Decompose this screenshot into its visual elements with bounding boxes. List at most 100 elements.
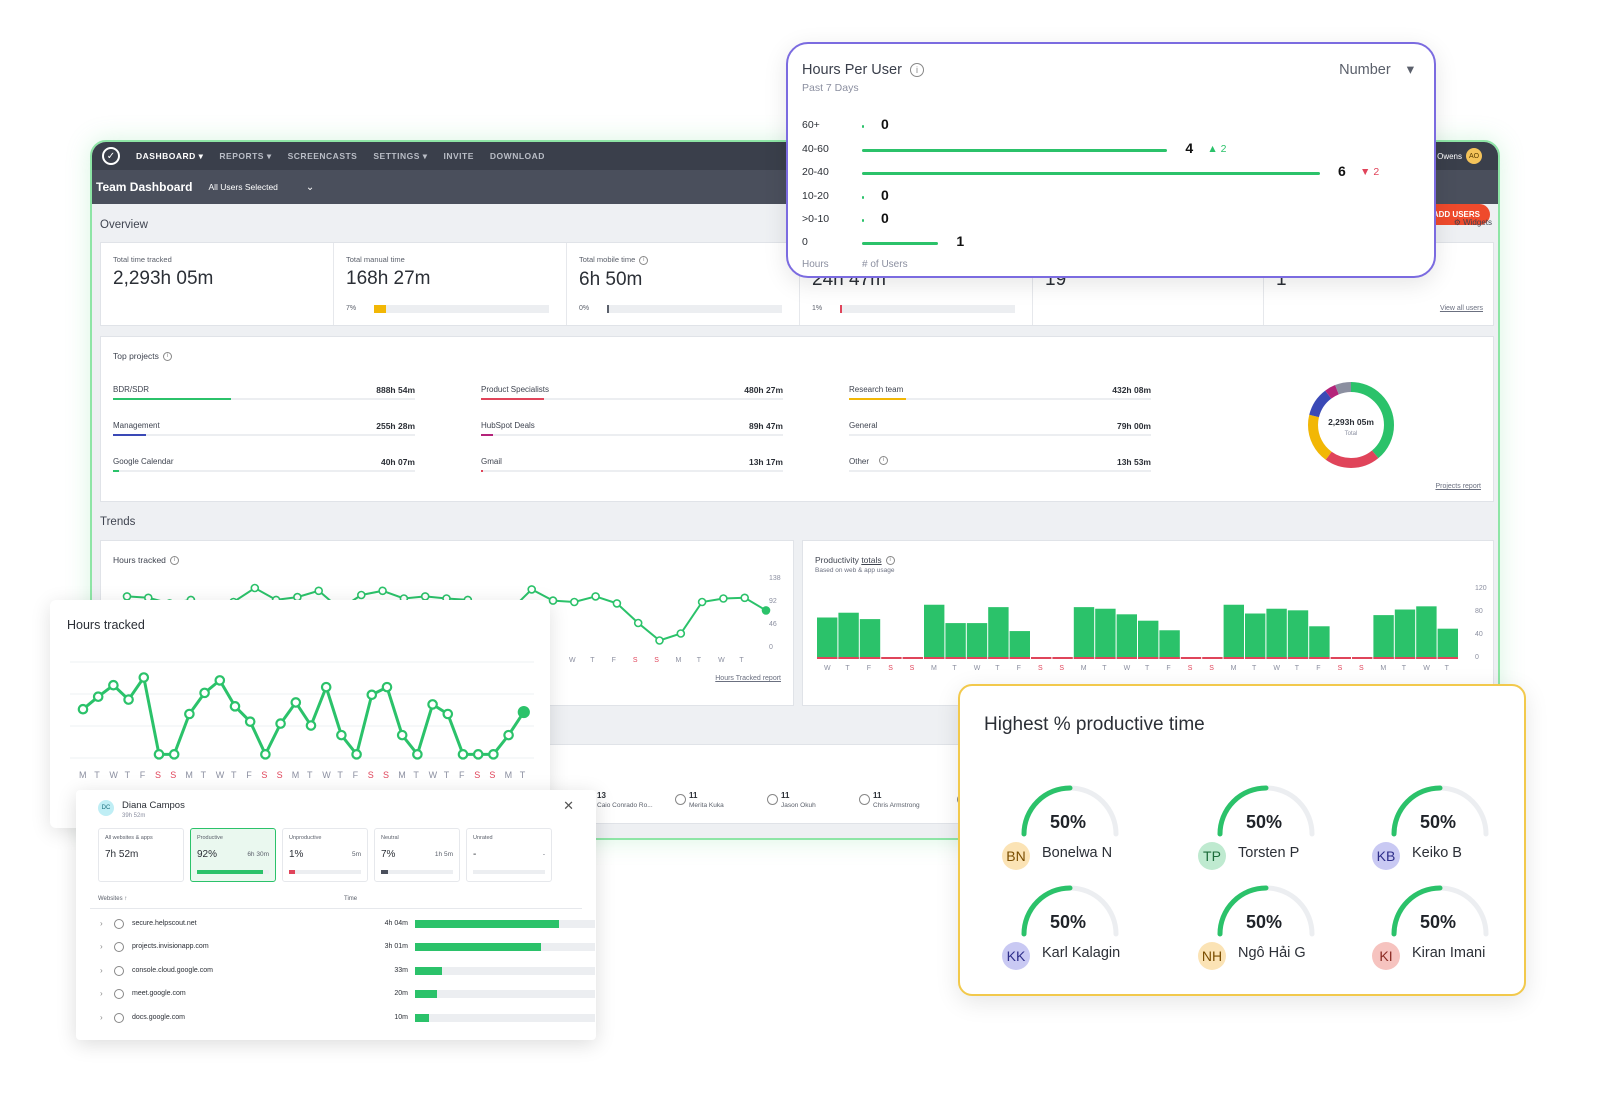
hours-point [612, 599, 622, 608]
view-all-users-link[interactable]: View all users [1439, 305, 1483, 312]
website-time-bar [415, 1013, 595, 1022]
project-name: BDR/SDR [113, 385, 150, 394]
day-label: S [155, 770, 162, 780]
day-label: M [185, 770, 193, 780]
project-progress-bar [481, 398, 783, 400]
axis-tick-label: 120 [1475, 585, 1487, 592]
col-websites[interactable]: Websites ↑ [98, 896, 128, 902]
nav-invite[interactable]: INVITE [443, 151, 474, 161]
info-icon[interactable]: i [885, 556, 895, 566]
category-tab[interactable]: Productive 92% 6h 30m [190, 828, 276, 882]
productivity-bar [1287, 610, 1309, 659]
axis-tick-label: 0 [1475, 654, 1479, 661]
unproductive-bar [817, 657, 838, 659]
category-tab[interactable]: Unproductive 1% 5m [282, 828, 368, 882]
project-item[interactable]: Gmail 13h 17m [481, 457, 783, 472]
person-name: Karl Kalagin [1042, 945, 1121, 961]
avatar: NH [1198, 942, 1226, 970]
project-item[interactable]: Management 255h 28m [113, 421, 415, 436]
unproductive-bar [1309, 657, 1330, 659]
axis-tick-label: 46 [769, 621, 777, 628]
unproductive-bar [1437, 657, 1458, 659]
user-name: Jason Okuh [781, 802, 816, 809]
widgets-button[interactable]: ⚙ Widgets [1453, 218, 1492, 227]
website-row[interactable]: › secure.helpscout.net 4h 04m [98, 918, 595, 936]
nav-download[interactable]: DOWNLOAD [489, 151, 545, 161]
day-label: S [1059, 665, 1065, 672]
day-label: W [718, 657, 725, 664]
hours-tracked-line-chart [70, 661, 534, 760]
productive-person[interactable]: 50% BN Bonelwa N [1002, 780, 1182, 880]
overview-label: Overview [100, 219, 148, 231]
day-label: W [569, 657, 576, 664]
productive-person[interactable]: 50% KB Keiko B [1372, 780, 1552, 880]
category-tab[interactable]: Neutral 7% 1h 5m [374, 828, 460, 882]
website-row[interactable]: › docs.google.com 10m [98, 1012, 595, 1030]
person-name: Ngô Hải G [1238, 945, 1306, 961]
close-icon[interactable]: ✕ [563, 798, 574, 813]
add-users-button[interactable]: ADD USERS [1422, 204, 1490, 225]
hours-tracked-report-link[interactable]: Hours Tracked report [715, 675, 781, 682]
user-strip-item[interactable]: 13 Caio Conrado Ro... [597, 791, 687, 813]
user-strip-item[interactable]: 11 Merita Kuka [675, 791, 779, 813]
hours-bucket-row: >0-10 0 [802, 210, 1422, 230]
project-item[interactable]: Google Calendar 40h 07m [113, 457, 415, 472]
member-detail-panel: DC Diana Campos 39h 52m ✕ All websites &… [76, 790, 596, 1040]
project-item[interactable]: Product Specialists 480h 27m [481, 385, 783, 400]
website-time: 20m [394, 990, 408, 998]
user-selector[interactable]: All Users Selected [208, 182, 278, 192]
productivity-totals-link[interactable]: totals [861, 555, 882, 565]
gear-icon: ⚙ [1453, 218, 1461, 227]
productivity-card: Productivity totals i Based on web & app … [802, 540, 1494, 706]
chevron-right-icon[interactable]: › [100, 942, 103, 952]
nav-dashboard[interactable]: DASHBOARD ▾ [136, 150, 204, 161]
day-label: W [215, 770, 225, 780]
project-item[interactable]: General 79h 00m [849, 421, 1151, 436]
productivity-bar [1245, 613, 1266, 659]
project-item[interactable]: Research team 432h 08m [849, 385, 1151, 400]
user-strip-item[interactable]: 11 Jason Okuh [767, 791, 871, 813]
day-label: T [413, 770, 419, 780]
website-row[interactable]: › console.cloud.google.com 33m [98, 965, 595, 983]
unproductive-bar [924, 657, 945, 659]
chevron-right-icon[interactable]: › [100, 919, 103, 928]
project-item[interactable]: BDR/SDR 888h 54m [113, 385, 415, 400]
projects-report-link[interactable]: Projects report [1435, 483, 1481, 490]
productive-person[interactable]: 50% KI Kiran Imani [1372, 880, 1552, 980]
category-tab[interactable]: Unrated - - [466, 828, 552, 882]
info-icon[interactable]: i [879, 456, 888, 465]
project-item[interactable]: Other i 13h 53m [849, 456, 1151, 472]
website-row[interactable]: › projects.invisionapp.com 3h 01m [98, 941, 595, 959]
productivity-bar [902, 657, 923, 659]
chevron-down-icon[interactable]: ⌄ [305, 181, 315, 193]
hours-point [381, 681, 393, 693]
productive-person[interactable]: 50% KK Karl Kalagin [1002, 880, 1182, 980]
chevron-right-icon[interactable]: › [100, 965, 103, 975]
mode-dropdown[interactable]: Number ▾ [1339, 62, 1414, 78]
category-bar [473, 870, 545, 874]
productivity-gauge [1217, 785, 1315, 837]
website-row[interactable]: › meet.google.com 20m [98, 988, 595, 1006]
category-tab[interactable]: All websites & apps 7h 52m [98, 828, 184, 882]
user-strip-item[interactable]: 11 Chris Armstrong [859, 791, 963, 813]
productive-person[interactable]: 50% TP Torsten P [1198, 780, 1378, 880]
triangle-down-icon: ▼ [1360, 166, 1374, 178]
info-icon[interactable]: i [639, 255, 649, 265]
nav-settings[interactable]: SETTINGS ▾ [373, 150, 428, 161]
chevron-right-icon[interactable]: › [100, 1012, 103, 1022]
stat-mobile-time: Total mobile time i 6h 50m 0% [567, 243, 800, 325]
user-menu[interactable]: Owens AO [1437, 148, 1482, 164]
chevron-right-icon[interactable]: › [100, 989, 103, 999]
productive-person[interactable]: 50% NH Ngô Hải G [1198, 880, 1378, 980]
nav-screencasts[interactable]: SCREENCASTS [287, 151, 358, 161]
info-icon[interactable]: i [162, 352, 172, 362]
user-name: Owens [1437, 151, 1462, 161]
app-logo-icon[interactable]: ✓ [102, 147, 120, 165]
project-item[interactable]: HubSpot Deals 89h 47m [481, 421, 783, 436]
hours-point [527, 585, 537, 594]
info-icon[interactable]: i [909, 63, 924, 78]
nav-reports[interactable]: REPORTS ▾ [219, 150, 272, 161]
info-icon[interactable]: i [169, 556, 179, 566]
gauge-fill [1021, 885, 1073, 937]
